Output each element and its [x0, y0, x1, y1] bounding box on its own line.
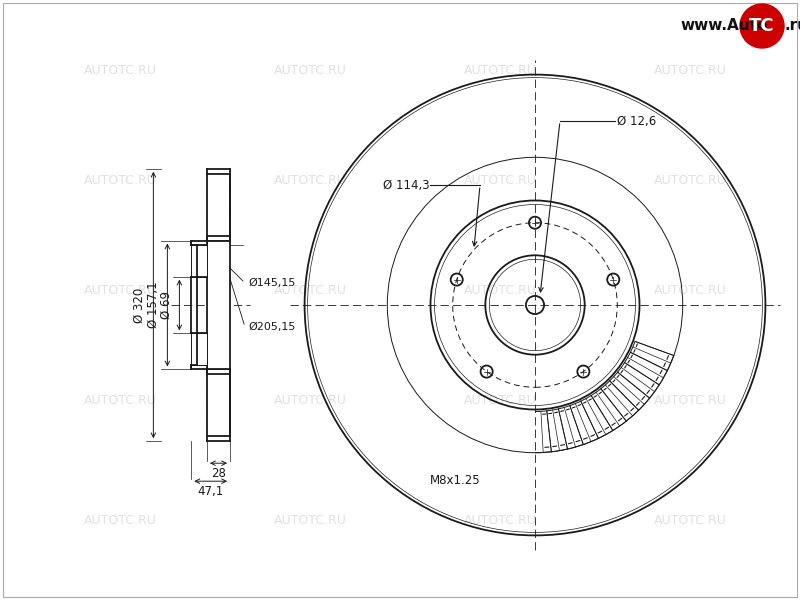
Text: AUTOTC.RU: AUTOTC.RU [83, 64, 157, 76]
Text: Ø 12,6: Ø 12,6 [617, 115, 656, 128]
Text: AUTOTC.RU: AUTOTC.RU [83, 173, 157, 187]
Text: Ø 114,3: Ø 114,3 [383, 179, 430, 191]
Text: AUTOTC.RU: AUTOTC.RU [654, 173, 726, 187]
Text: AUTOTC.RU: AUTOTC.RU [274, 173, 346, 187]
Text: M8x1.25: M8x1.25 [430, 474, 480, 487]
Text: Ø 157,1: Ø 157,1 [147, 281, 160, 328]
Text: AUTOTC.RU: AUTOTC.RU [463, 394, 537, 407]
Text: AUTOTC.RU: AUTOTC.RU [274, 394, 346, 407]
Text: AUTOTC.RU: AUTOTC.RU [83, 514, 157, 527]
Text: AUTOTC.RU: AUTOTC.RU [463, 64, 537, 76]
Text: AUTOTC.RU: AUTOTC.RU [274, 64, 346, 76]
Text: Ø145,15: Ø145,15 [248, 278, 295, 288]
Text: .ru: .ru [784, 19, 800, 34]
Polygon shape [191, 245, 207, 277]
Text: Ø 320: Ø 320 [133, 287, 146, 323]
Polygon shape [191, 333, 207, 365]
Text: 47,1: 47,1 [198, 485, 224, 497]
Text: AUTOTC.RU: AUTOTC.RU [463, 283, 537, 296]
Text: AUTOTC.RU: AUTOTC.RU [83, 283, 157, 296]
Circle shape [740, 4, 784, 48]
Text: www.Auto: www.Auto [680, 19, 767, 34]
Text: 28: 28 [211, 467, 226, 480]
Text: AUTOTC.RU: AUTOTC.RU [654, 64, 726, 76]
Polygon shape [191, 241, 207, 245]
Text: AUTOTC.RU: AUTOTC.RU [83, 394, 157, 407]
Polygon shape [207, 241, 230, 370]
Text: Ø 69: Ø 69 [160, 291, 173, 319]
Text: AUTOTC.RU: AUTOTC.RU [654, 514, 726, 527]
Polygon shape [207, 370, 230, 436]
Text: AUTOTC.RU: AUTOTC.RU [463, 173, 537, 187]
Text: AUTOTC.RU: AUTOTC.RU [274, 514, 346, 527]
Text: AUTOTC.RU: AUTOTC.RU [654, 283, 726, 296]
Text: AUTOTC.RU: AUTOTC.RU [274, 283, 346, 296]
Polygon shape [191, 365, 207, 370]
Text: AUTOTC.RU: AUTOTC.RU [654, 394, 726, 407]
Polygon shape [207, 174, 230, 241]
Text: AUTOTC.RU: AUTOTC.RU [463, 514, 537, 527]
Text: Ø205,15: Ø205,15 [248, 322, 295, 332]
Text: TC: TC [749, 17, 775, 35]
